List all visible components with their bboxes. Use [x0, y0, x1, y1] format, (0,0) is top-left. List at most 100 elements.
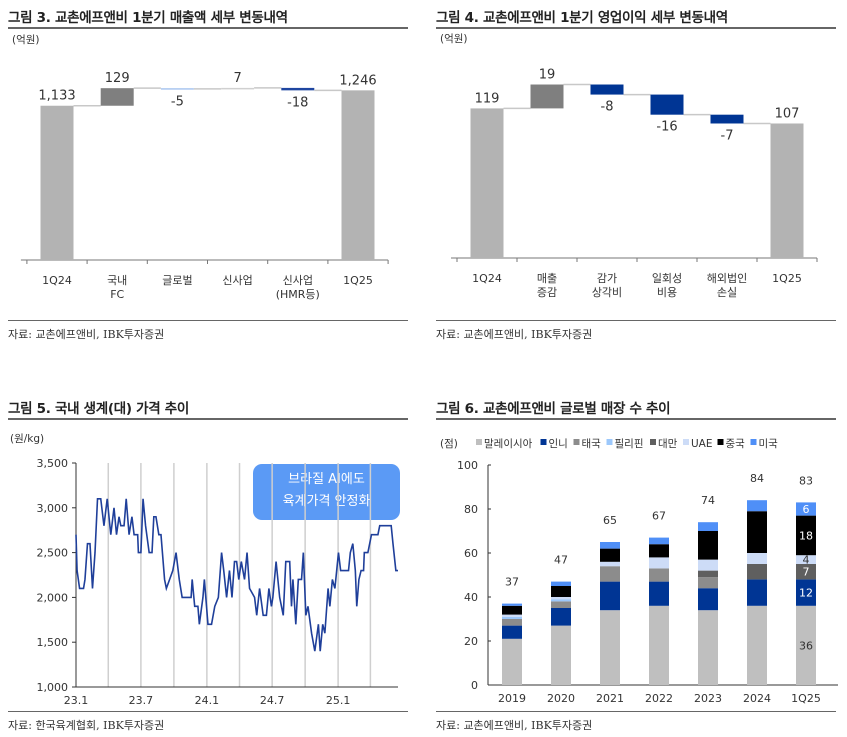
legend-swatch-대만 [650, 439, 656, 445]
category-label: 매출 [537, 272, 557, 285]
fig4-title-rule [436, 27, 836, 29]
bar- [590, 84, 624, 95]
category-label: 손실 [717, 286, 737, 299]
segment-label: 18 [799, 529, 813, 542]
y-tick-label: 100 [457, 459, 478, 472]
legend-label: 인니 [549, 438, 568, 450]
category-label: 1Q24 [42, 274, 72, 287]
fig6-title: 그림 6. 교촌에프앤비 글로벌 매장 수 추이 [436, 401, 671, 417]
total-label: 74 [701, 494, 715, 507]
bar-1Q25 [770, 123, 804, 258]
bar-segment-말레이시아-2023 [698, 610, 718, 685]
bar- [710, 114, 744, 124]
legend-label: 태국 [582, 438, 602, 450]
x-tick-label: 2022 [645, 692, 673, 705]
bar-segment-미국-2020 [551, 581, 571, 586]
legend-swatch-UAE [683, 439, 689, 445]
segment-label: 12 [799, 587, 813, 600]
bar-segment-인니-2022 [649, 581, 669, 606]
segment-label: 4 [803, 554, 810, 567]
total-label: 37 [505, 576, 519, 589]
bar-segment-UAE-2019 [502, 614, 522, 617]
bar-1Q24 [470, 108, 504, 259]
unit-label: (억원) [440, 33, 468, 45]
data-label: 7 [233, 71, 241, 86]
unit-label: (점) [440, 438, 458, 450]
bar-segment-태국-2023 [698, 577, 718, 589]
bar-1Q24 [40, 105, 74, 260]
bar-segment-미국-2024 [747, 500, 767, 512]
annotation-line: 브라질 AI에도 [288, 472, 365, 487]
bar-segment-중국-2019 [502, 605, 522, 615]
bar-segment-말레이시아-2021 [600, 610, 620, 685]
bar- [530, 84, 564, 109]
bar-segment-인니-2019 [502, 625, 522, 639]
legend-swatch-인니 [540, 439, 547, 445]
bar-segment-미국-2023 [698, 522, 718, 531]
total-label: 65 [603, 514, 617, 527]
bar- [650, 94, 684, 115]
category-label: 1Q25 [343, 274, 373, 287]
bar-HMR [281, 87, 315, 91]
category-label: 감가 [597, 272, 617, 285]
bar-segment-미국-1Q25 [796, 502, 816, 516]
fig5-title: 그림 5. 국내 생계(대) 가격 추이 [8, 401, 189, 417]
fig5-source-rule [8, 711, 408, 712]
legend-label: 대만 [658, 438, 678, 450]
y-tick-label: 1,500 [37, 636, 69, 649]
bar-segment-중국-2021 [600, 548, 620, 562]
fig4-source: 자료: 교촌에프앤비, IBK투자증권 [436, 328, 593, 341]
fig5-source: 자료: 한국육계협회, IBK투자증권 [8, 719, 165, 732]
category-label: 1Q24 [472, 272, 502, 285]
bar-segment-필리핀-2020 [551, 599, 571, 602]
bar-segment-인니-2021 [600, 581, 620, 611]
bar-segment-UAE-1Q25 [796, 555, 816, 564]
category-label: FC [110, 288, 124, 301]
y-tick-label: 3,000 [37, 502, 69, 515]
x-tick-label: 2024 [743, 692, 771, 705]
fig3-source: 자료: 교촌에프앤비, IBK투자증권 [8, 328, 165, 341]
bar-segment-인니-2023 [698, 588, 718, 611]
x-tick-label: 2019 [498, 692, 526, 705]
data-label: -7 [721, 128, 734, 143]
bar-segment-태국-2021 [600, 566, 620, 582]
x-tick-label: 24.7 [260, 694, 285, 707]
fig4-source-rule [436, 320, 836, 321]
bar-segment-인니-1Q25 [796, 579, 816, 606]
total-label: 83 [799, 474, 813, 487]
bar-segment-말레이시아-2020 [551, 625, 571, 685]
bar-segment-대만-2023 [698, 570, 718, 578]
bar-1Q25 [341, 90, 375, 260]
x-tick-label: 1Q25 [791, 692, 821, 705]
bar-segment-인니-2024 [747, 579, 767, 606]
bar-segment-UAE-2020 [551, 597, 571, 600]
y-tick-label: 0 [471, 679, 478, 692]
bar-segment-말레이시아-2019 [502, 638, 522, 685]
unit-label: (원/kg) [10, 433, 44, 445]
category-label: 일회성 [652, 271, 682, 285]
segment-label: 7 [803, 566, 810, 579]
x-tick-label: 24.1 [195, 694, 220, 707]
legend-label: 중국 [726, 438, 746, 450]
legend-swatch-말레이시아 [476, 439, 482, 445]
bar-segment-미국-2022 [649, 537, 669, 545]
bar-segment-태국-2020 [551, 601, 571, 608]
category-label: 신사업 [222, 274, 252, 287]
legend-label: UAE [691, 438, 713, 450]
bar-segment-인니-2020 [551, 608, 571, 626]
fig5-annotation-box: 브라질 AI에도 육계가격 안정화 [253, 464, 400, 520]
category-label: 국내 [107, 274, 127, 287]
data-label: -8 [601, 100, 614, 115]
data-label: -18 [287, 95, 308, 110]
data-label: -16 [656, 120, 677, 135]
x-tick-label: 2021 [596, 692, 624, 705]
data-label: -5 [171, 95, 184, 110]
x-tick-label: 23.1 [64, 694, 89, 707]
y-tick-label: 2,000 [37, 591, 69, 604]
y-tick-label: 20 [464, 635, 478, 648]
unit-label: (억원) [12, 34, 40, 46]
category-label: 신사업 [283, 274, 313, 287]
data-label: 1,246 [339, 73, 376, 88]
x-tick-label: 25.1 [326, 694, 351, 707]
